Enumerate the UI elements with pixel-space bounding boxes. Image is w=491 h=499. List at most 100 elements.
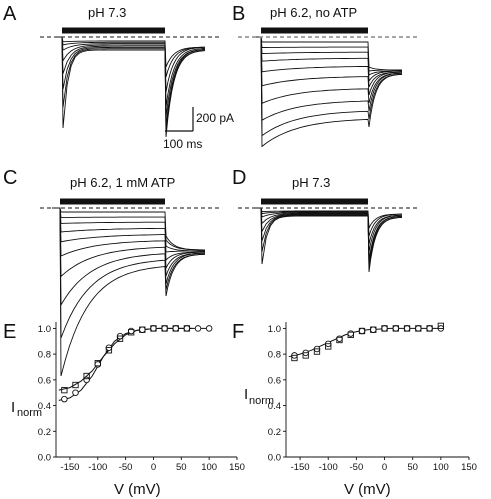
chart-e-ytick-label: 0.0 <box>38 453 51 464</box>
condition-label-c: pH 6.2, 1 mM ATP <box>70 175 175 190</box>
current-trace-c <box>52 207 205 262</box>
chart-f-xtick-label: 0 <box>382 462 387 473</box>
current-traces-c <box>52 198 206 377</box>
current-trace-b <box>253 36 402 96</box>
chart-e-point-circle <box>139 326 146 333</box>
chart-e-point-square <box>83 372 90 380</box>
chart-f-xlabel: V (mV) <box>344 481 391 498</box>
chart-e-xtick-label: -50 <box>119 462 133 473</box>
chart-e-axes <box>55 322 237 458</box>
chart-f-ytick-label: 0.2 <box>268 427 281 438</box>
current-trace-b <box>253 36 403 148</box>
chart-e-point-square <box>105 347 113 354</box>
panel-letter-d: D <box>232 167 246 189</box>
chart-e-point-circle <box>172 325 179 332</box>
chart-e-point-circle <box>183 325 191 332</box>
chart-f-point-square <box>313 348 321 355</box>
chart-f: -150 -100 -50 0 50 100 150 0.0 0.2 0.4 0.6 0.8 1.0 <box>268 322 477 473</box>
chart-e-point-square <box>172 325 179 332</box>
chart-f-point-square <box>392 325 399 332</box>
chart-f-ytick-label: 0.4 <box>268 401 281 412</box>
chart-f-point-circle <box>415 325 422 332</box>
current-trace-c <box>52 207 205 252</box>
current-trace-c <box>52 207 206 339</box>
chart-f-point-circle <box>370 326 377 333</box>
chart-f-point-square <box>336 336 343 344</box>
chart-e-point-circle <box>83 376 90 384</box>
current-trace-b <box>253 36 403 137</box>
current-trace-d <box>253 207 403 237</box>
chart-e-ytick-label: 0.6 <box>38 375 51 386</box>
current-trace-c <box>52 207 205 251</box>
chart-e-ylabel: I <box>11 399 15 416</box>
chart-f-ytick-label: 0.6 <box>268 375 281 386</box>
chart-f-xtick-label: 150 <box>461 462 477 473</box>
chart-e-xtick-label: 50 <box>176 462 187 473</box>
current-trace-d <box>253 207 403 253</box>
current-trace-c <box>52 207 205 253</box>
panel-letter-c: C <box>3 167 17 189</box>
current-traces-a <box>54 27 206 138</box>
scale-bar-time-label: 100 ms <box>163 137 202 151</box>
chart-f-point-square <box>437 322 444 330</box>
chart-f-xtick-label: -50 <box>350 462 364 473</box>
chart-e-xtick-label: -150 <box>60 462 79 473</box>
panel-letter-e: E <box>3 321 16 343</box>
chart-f-point-circle <box>336 335 343 342</box>
current-trace-c <box>52 207 206 377</box>
current-trace-b <box>253 36 402 72</box>
condition-label-b: pH 6.2, no ATP <box>270 5 357 20</box>
chart-e-point-square <box>61 386 68 394</box>
chart-e-ytick-label: 0.8 <box>38 350 51 361</box>
panel-letter-b: B <box>232 3 245 25</box>
chart-e-ytick-label: 1.0 <box>38 324 51 335</box>
chart-e-fit-curve-2 <box>58 327 193 391</box>
chart-e-fit-curve-1 <box>58 327 210 401</box>
chart-f-point-circle <box>347 330 355 337</box>
chart-e-point-circle <box>161 325 168 332</box>
chart-e-point-circle <box>150 325 157 332</box>
current-trace-b <box>253 36 402 83</box>
chart-e-point-square <box>161 325 168 332</box>
chart-e-point-circle <box>205 325 213 332</box>
current-trace-c <box>52 207 206 307</box>
current-trace-d <box>253 207 403 273</box>
chart-f-point-square <box>415 325 422 332</box>
chart-f-xtick-label: 100 <box>433 462 449 473</box>
chart-e-xtick-label: 150 <box>229 462 245 473</box>
scale-bar: 200 pA 100 ms <box>163 107 234 151</box>
chart-e-xtick-label: 0 <box>151 462 156 473</box>
chart-f-point-square <box>426 325 433 332</box>
chart-e-point-square <box>139 326 146 333</box>
current-trace-a <box>54 36 206 68</box>
chart-f-point-circle <box>426 325 433 332</box>
chart-f-xtick-label: 50 <box>407 462 418 473</box>
chart-f-point-circle <box>403 325 411 332</box>
chart-f-point-square <box>325 343 332 350</box>
chart-e-ytick-label: 0.2 <box>38 427 51 438</box>
current-trace-c <box>52 207 205 270</box>
chart-e-xtick-label: 100 <box>201 462 217 473</box>
chart-e-point-circle <box>94 361 102 368</box>
chart-f-point-circle <box>358 327 366 335</box>
chart-e-ytick-label: 0.4 <box>38 401 51 412</box>
current-trace-a <box>54 36 206 78</box>
chart-e-xtick-label: -100 <box>88 462 107 473</box>
chart-e-point-circle <box>194 325 202 332</box>
chart-f-xtick-label: -100 <box>319 462 338 473</box>
chart-f-point-square <box>347 331 354 339</box>
chart-f-ytick-label: 0.8 <box>268 350 281 361</box>
condition-label-d: pH 7.3 <box>292 175 330 190</box>
chart-f-point-square <box>403 325 411 332</box>
chart-e-point-square <box>183 325 191 332</box>
chart-e-point-circle <box>61 395 68 403</box>
chart-e-point-square <box>150 325 157 332</box>
current-trace-a <box>54 36 206 108</box>
current-traces-b <box>253 27 403 148</box>
current-trace-b <box>253 36 402 121</box>
chart-f-point-circle <box>392 325 400 332</box>
chart-e-point-square <box>72 381 79 389</box>
panel-letter-a: A <box>3 3 17 25</box>
chart-e-point-square <box>116 335 124 342</box>
